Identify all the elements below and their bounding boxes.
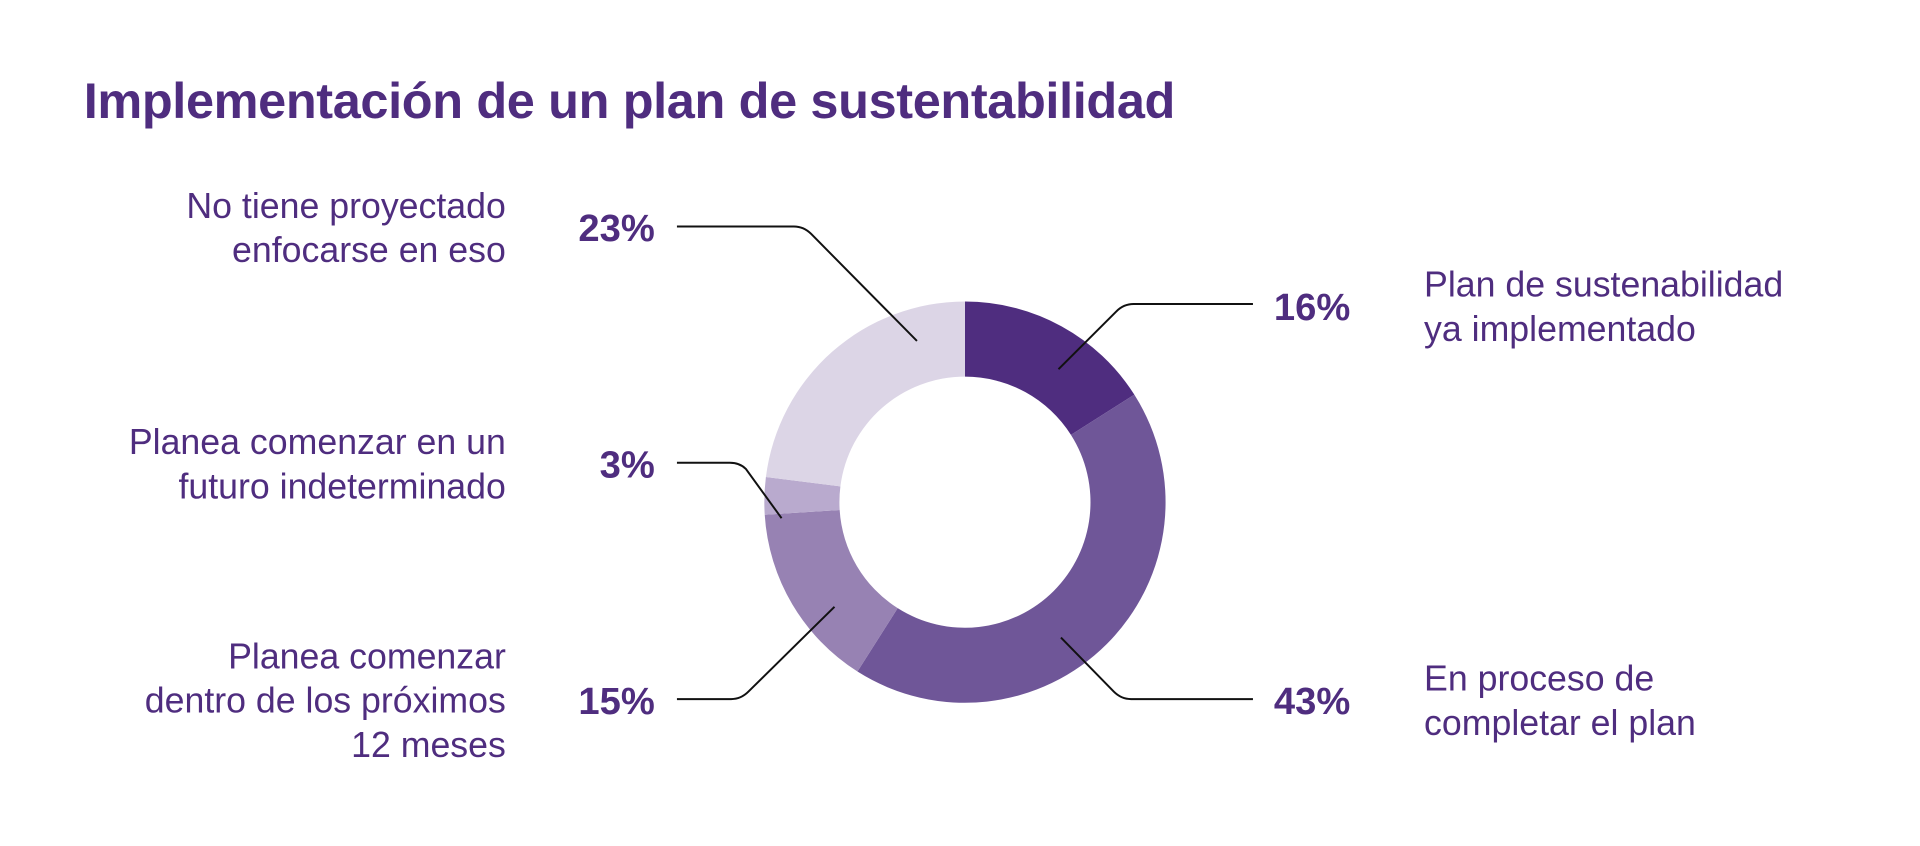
pct-no-plans: 23%: [578, 206, 655, 250]
label-in-progress: En proceso de completar el plan: [1424, 659, 1696, 744]
label-undetermined: Planea comenzar en un futuro indetermina…: [128, 423, 506, 508]
leader-lines: [676, 225, 1253, 701]
leader-line-undetermined: [676, 461, 783, 519]
chart-title: Implementación de un plan de sustentabil…: [83, 72, 1176, 130]
pct-in-progress: 43%: [1273, 679, 1351, 723]
leader-line-next-12-months: [676, 606, 836, 701]
donut-segment-no-plans: [765, 301, 965, 487]
donut-segment-undetermined: [764, 477, 841, 515]
pct-next-12-months: 15%: [578, 679, 655, 723]
pct-implemented: 16%: [1273, 285, 1351, 329]
donut-segment-next-12-months: [764, 510, 898, 672]
leader-line-no-plans: [676, 225, 918, 342]
pct-undetermined: 3%: [599, 443, 655, 487]
leader-line-implemented: [1057, 303, 1253, 370]
label-implemented: Plan de sustenabilidad ya implementado: [1424, 265, 1784, 350]
donut-ring: [764, 301, 1166, 703]
label-next-12-months: Planea comenzar dentro de los próximos 1…: [144, 637, 506, 766]
label-no-plans: No tiene proyectado enfocarse en eso: [186, 187, 506, 271]
leader-line-in-progress: [1060, 636, 1253, 701]
donut-segment-implemented: [964, 301, 1135, 435]
donut-segment-in-progress: [857, 394, 1166, 703]
